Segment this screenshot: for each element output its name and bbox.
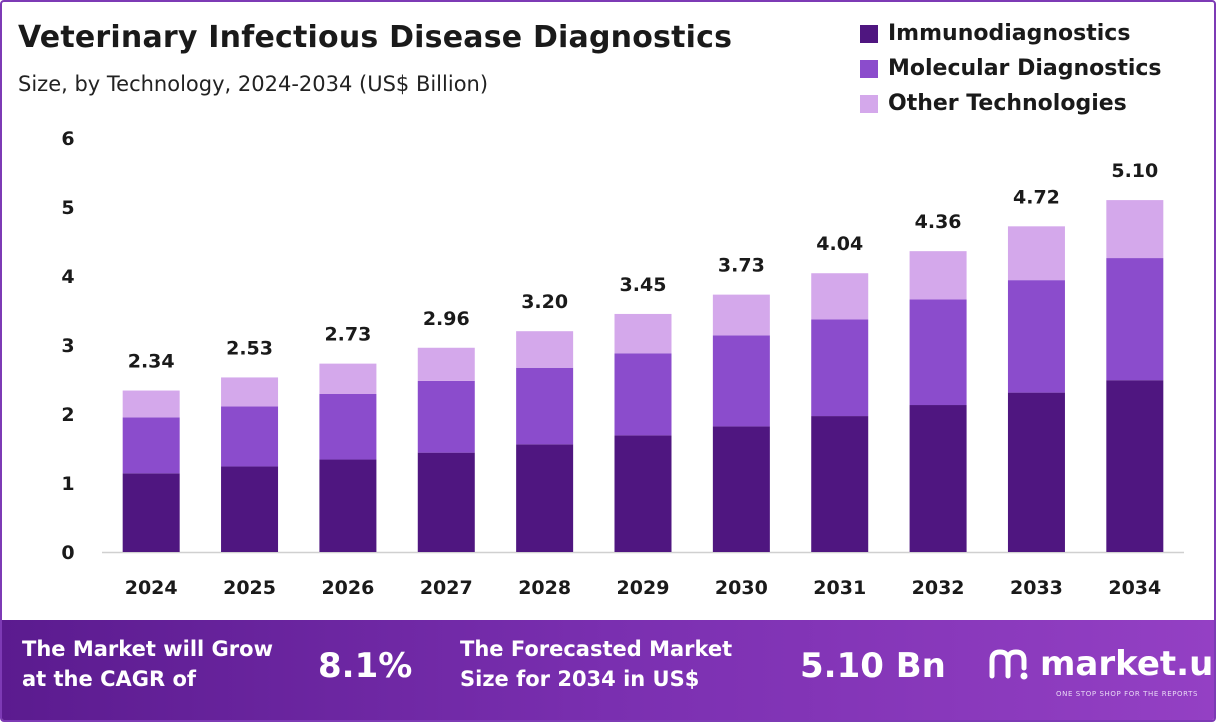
y-tick-label: 6 xyxy=(61,128,74,150)
x-tick-label: 2027 xyxy=(420,577,473,599)
legend-item-molecular-diagnostics: Molecular Diagnostics xyxy=(860,51,1162,86)
bar-segment xyxy=(1106,380,1164,552)
brand-logo: market.us xyxy=(988,644,1216,684)
bar-segment xyxy=(909,299,967,406)
bar-segment xyxy=(811,416,869,552)
market-us-logo-icon xyxy=(989,649,1028,680)
x-tick-label: 2033 xyxy=(1010,577,1063,599)
bar-total-label: 5.10 xyxy=(1111,160,1158,182)
bar-segment xyxy=(811,319,869,417)
bar-segment xyxy=(319,459,377,552)
bar-total-label: 3.45 xyxy=(620,274,667,296)
bar-segment xyxy=(614,353,672,436)
bar-segment xyxy=(1106,258,1164,381)
y-tick-label: 0 xyxy=(61,542,74,564)
bar-segment xyxy=(614,435,672,552)
cagr-label: The Market will Grow at the CAGR of xyxy=(22,637,273,691)
legend: Immunodiagnostics Molecular Diagnostics … xyxy=(860,16,1162,121)
brand-tagline: ONE STOP SHOP FOR THE REPORTS xyxy=(1056,690,1199,698)
bar-segment xyxy=(122,417,180,474)
bar-segment xyxy=(516,367,574,445)
bar-total-label: 4.36 xyxy=(915,211,962,233)
legend-label: Immunodiagnostics xyxy=(888,21,1131,46)
legend-label: Other Technologies xyxy=(888,91,1127,116)
chart-subtitle: Size, by Technology, 2024-2034 (US$ Bill… xyxy=(18,72,489,96)
bar-segment xyxy=(221,377,279,407)
bar-segment xyxy=(221,406,279,467)
bar-total-label: 2.96 xyxy=(423,308,470,330)
bar-total-label: 4.04 xyxy=(816,233,863,255)
chart-title: Veterinary Infectious Disease Diagnostic… xyxy=(18,20,733,55)
legend-swatch xyxy=(860,59,878,78)
y-tick-label: 5 xyxy=(61,197,74,219)
x-tick-label: 2028 xyxy=(518,577,571,599)
forecast-label: The Forecasted Market Size for 2034 in U… xyxy=(460,637,733,691)
bar-segment xyxy=(614,313,672,354)
bar-total-label: 2.34 xyxy=(128,351,175,373)
forecast-value: 5.10 Bn xyxy=(800,646,946,686)
bar-segment xyxy=(712,294,770,336)
bar-segment xyxy=(319,393,377,460)
bar-segment xyxy=(319,363,377,394)
x-tick-label: 2031 xyxy=(813,577,866,599)
x-tick-label: 2034 xyxy=(1108,577,1161,599)
bar-segment xyxy=(1106,200,1164,259)
bar-segment xyxy=(1007,226,1065,281)
x-tick-label: 2032 xyxy=(912,577,965,599)
bar-segment xyxy=(909,251,967,300)
bar-total-label: 4.72 xyxy=(1013,186,1060,208)
y-tick-label: 4 xyxy=(61,266,74,288)
brand-name: market.us xyxy=(1040,644,1216,684)
bar-segment xyxy=(1007,280,1065,393)
footer-banner: The Market will Grow at the CAGR of 8.1%… xyxy=(2,620,1216,720)
bar-segment xyxy=(1007,392,1065,552)
bar-total-label: 3.20 xyxy=(521,291,568,313)
bar-total-label: 3.73 xyxy=(718,255,765,277)
bar-segment xyxy=(122,473,180,552)
bar-segment xyxy=(221,466,279,552)
legend-swatch xyxy=(860,94,878,113)
bar-segment xyxy=(417,380,475,453)
legend-label: Molecular Diagnostics xyxy=(888,56,1162,81)
x-tick-label: 2029 xyxy=(617,577,670,599)
y-tick-label: 1 xyxy=(61,473,74,495)
bar-total-label: 2.53 xyxy=(226,337,273,359)
legend-swatch xyxy=(860,24,878,43)
y-tick-label: 2 xyxy=(61,404,74,426)
bar-segment xyxy=(122,390,180,418)
legend-item-other-technologies: Other Technologies xyxy=(860,86,1162,121)
x-tick-label: 2026 xyxy=(321,577,374,599)
bar-segment xyxy=(712,426,770,552)
x-tick-label: 2025 xyxy=(223,577,276,599)
legend-item-immunodiagnostics: Immunodiagnostics xyxy=(860,16,1162,51)
bar-segment xyxy=(417,347,475,381)
bar-segment xyxy=(712,335,770,427)
bar-segment xyxy=(811,273,869,320)
bar-segment xyxy=(516,331,574,368)
bar-segment xyxy=(417,452,475,552)
stacked-bar-chart: 0 1 2 3 4 5 6 2.34 2024 2.53 2025 2.73 2026 2.96 2027 3… xyxy=(61,128,1184,599)
bar-segment xyxy=(909,405,967,552)
y-tick-label: 3 xyxy=(61,335,74,357)
x-tick-label: 2030 xyxy=(715,577,768,599)
bar-total-label: 2.73 xyxy=(324,324,371,346)
x-tick-label: 2024 xyxy=(125,577,178,599)
bar-segment xyxy=(516,444,574,552)
cagr-value: 8.1% xyxy=(318,646,413,686)
